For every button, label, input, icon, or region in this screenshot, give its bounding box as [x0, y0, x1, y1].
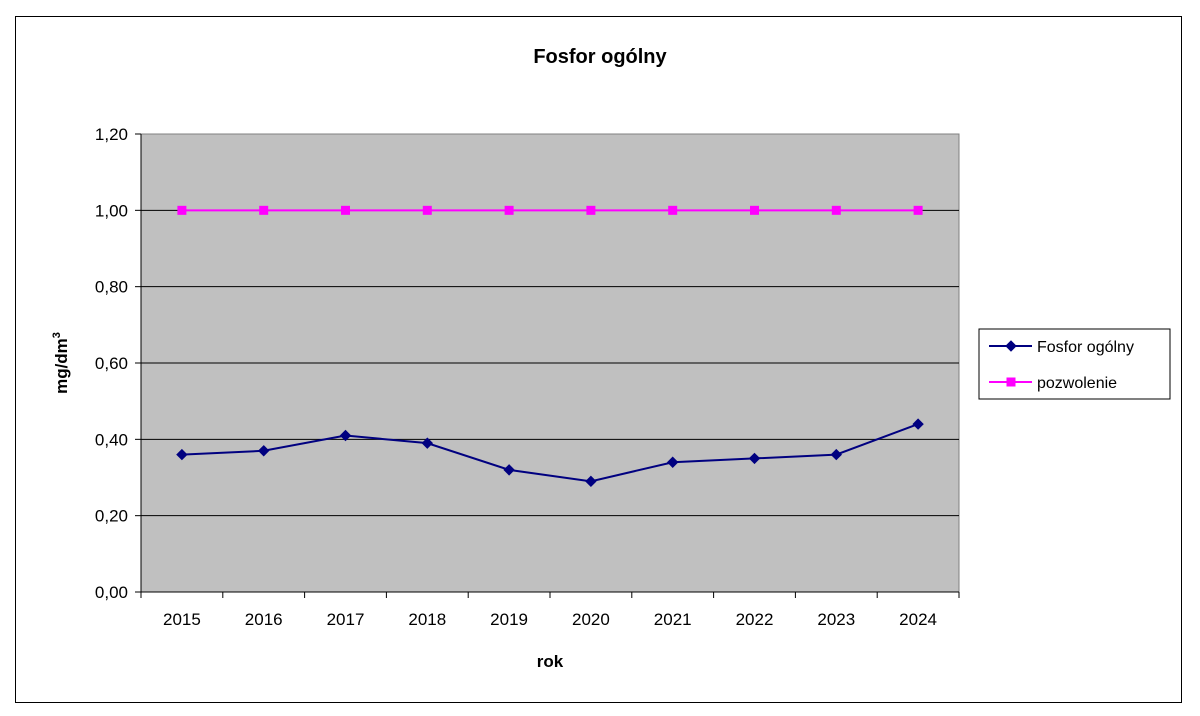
data-point [339, 429, 352, 442]
data-point [341, 205, 350, 215]
legend-label: Fosfor ogólny [1037, 339, 1134, 356]
x-tick-label: 2018 [408, 610, 446, 629]
y-tick-label: 0,80 [95, 278, 128, 297]
y-tick-label: 0,00 [95, 583, 128, 602]
data-point [585, 475, 597, 488]
series-line [181, 423, 919, 483]
x-tick-label: 2019 [490, 610, 528, 629]
data-point [503, 464, 515, 476]
y-axis-title: mg/dm3 [51, 332, 71, 394]
x-tick-label: 2017 [327, 610, 365, 629]
y-tick-labels: 0,00 0,20 0,40 0,60 0,80 1,00 1,20 [95, 125, 128, 602]
axes [135, 133, 960, 598]
data-point [421, 437, 434, 449]
data-point [913, 205, 923, 215]
data-point [668, 205, 678, 215]
y-axis-title-superscript: 3 [51, 332, 63, 338]
y-tick-label: 0,20 [95, 507, 128, 526]
data-point [750, 205, 759, 215]
y-tick-label: 1,00 [95, 201, 128, 220]
y-tick-label: 0,60 [95, 354, 128, 373]
y-tick-label: 0,40 [95, 430, 128, 449]
data-point [177, 205, 187, 215]
chart-title: Fosfor ogólny [533, 46, 667, 68]
data-point [176, 448, 188, 461]
data-point [504, 205, 514, 215]
data-point [831, 205, 841, 215]
legend-marker [1005, 340, 1017, 352]
data-point [422, 205, 432, 215]
y-tick-label: 1,20 [95, 125, 128, 144]
data-point [666, 456, 679, 468]
data-point [830, 448, 843, 461]
y-axis-title-main: mg/dm [52, 338, 71, 394]
x-tick-label: 2021 [654, 610, 692, 629]
series-lines [176, 205, 924, 488]
data-point [259, 205, 269, 215]
x-axis-title: rok [537, 652, 564, 671]
x-tick-label: 2020 [572, 610, 610, 629]
data-point [586, 205, 596, 215]
data-point [257, 445, 270, 457]
x-tick-label: 2022 [736, 610, 774, 629]
legend-label: pozwolenie [1037, 375, 1117, 392]
x-tick-label: 2023 [817, 610, 855, 629]
data-point [912, 418, 924, 430]
x-tick-labels: 2015 2016 2017 2018 2019 2020 2021 2022 2023 2024 [163, 610, 937, 629]
x-tick-label: 2024 [899, 610, 937, 629]
legend: Fosfor ogólny pozwolenie [978, 328, 1171, 400]
legend-marker [1006, 377, 1016, 387]
data-point [748, 452, 761, 465]
x-tick-label: 2016 [245, 610, 283, 629]
x-tick-label: 2015 [163, 610, 201, 629]
